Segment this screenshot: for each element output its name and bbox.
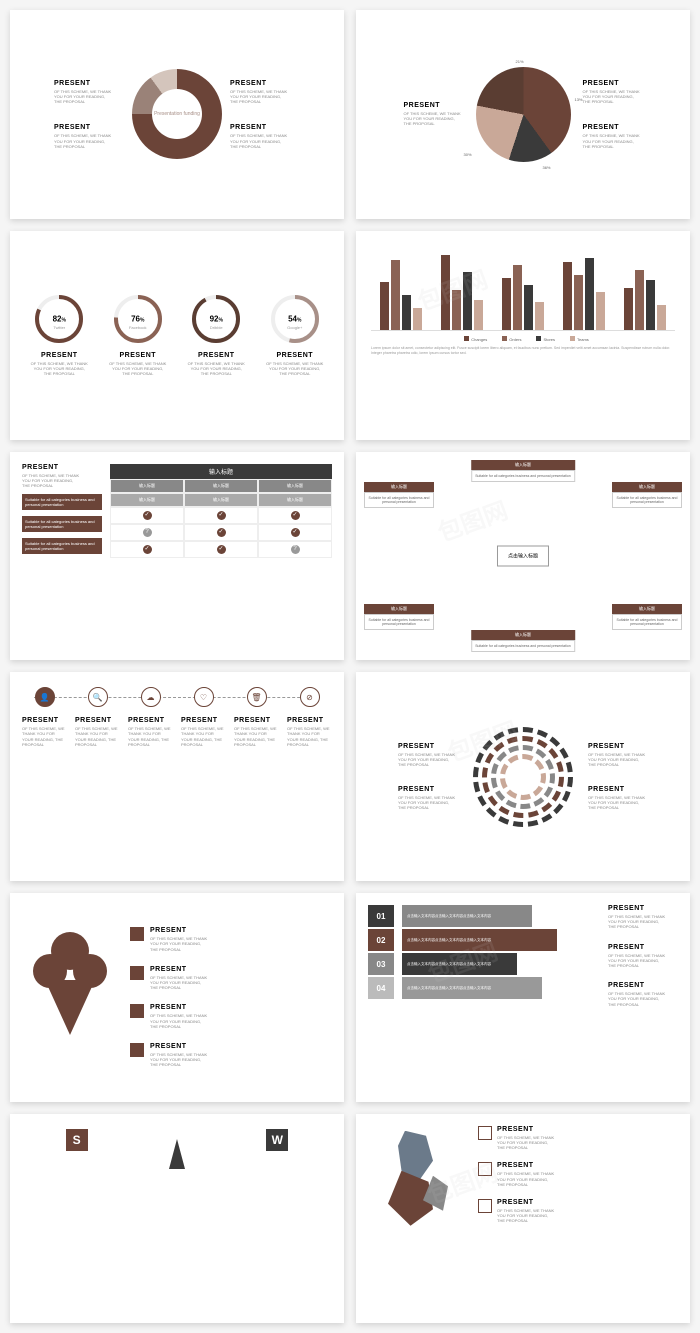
bar-group xyxy=(441,255,483,330)
donut-center-text: Presentation funding xyxy=(154,111,200,117)
process-icon: 🔍 xyxy=(88,687,108,707)
map-graphic xyxy=(368,1126,468,1246)
number-badge: 03 xyxy=(368,953,394,975)
slide-flowchart: 点击输入标题 输入标题Suitable for all categories b… xyxy=(356,452,690,661)
slide-numbered-bars: 01020304 点击输入文本内容点击输入文本内容点击输入文本内容点击输入文本内… xyxy=(356,893,690,1102)
process-row: 👤 🔍 ☁ ♡ 🗑 ⊘ xyxy=(18,687,336,707)
info-bar: 点击输入文本内容点击输入文本内容点击输入文本内容 xyxy=(402,905,532,927)
radial-chart xyxy=(468,722,578,832)
pie-chart: 21% 13% 30% 36% xyxy=(476,67,571,162)
number-badge: 04 xyxy=(368,977,394,999)
number-badge: 01 xyxy=(368,905,394,927)
process-icon: ☁ xyxy=(141,687,161,707)
bar-legend: ChangesOrdersStoresTeams xyxy=(371,336,675,342)
slide-pie: PRESENTOF THIS SCHEME, WE THANK YOU FOR … xyxy=(356,10,690,219)
info-bar: 点击输入文本内容点击输入文本内容点击输入文本内容 xyxy=(402,929,557,951)
slide-bar-chart: ChangesOrdersStoresTeams Lorem ipsum dol… xyxy=(356,231,690,440)
present-label: PRESENT xyxy=(54,80,124,87)
bar-group xyxy=(563,258,605,330)
bar-group xyxy=(380,260,422,330)
ring-item: 54%Google+PRESENTOF THIS SCHEME, WE THAN… xyxy=(265,294,325,377)
process-icon: 🗑 xyxy=(247,687,267,707)
info-bar: 点击输入文本内容点击输入文本内容点击输入文本内容 xyxy=(402,977,542,999)
lorem-text: Lorem ipsum dolor sit amet, consectetur … xyxy=(371,346,675,356)
map-marker-icon xyxy=(478,1126,492,1140)
feature-icon xyxy=(130,927,144,941)
swot-s: S xyxy=(66,1129,88,1151)
info-bar: 点击输入文本内容点击输入文本内容点击输入文本内容 xyxy=(402,953,517,975)
swot-w: W xyxy=(266,1129,288,1151)
slide-process-icons: 👤🔍☁♡🗑⊘ PRESENTOF THIS SCHEME, WE THANK Y… xyxy=(10,672,344,881)
donut-chart: Presentation funding xyxy=(132,69,222,159)
slide-swot: S W xyxy=(10,1114,344,1323)
number-badge: 02 xyxy=(368,929,394,951)
slide-map: PRESENTOF THIS SCHEME, WE THANK YOU FOR … xyxy=(356,1114,690,1323)
icecream-icon xyxy=(25,932,115,1062)
present-sub: OF THIS SCHEME, WE THANK YOU FOR YOUR RE… xyxy=(54,89,114,105)
bar-group xyxy=(502,265,544,330)
slide-progress-rings: 82%TwitterPRESENTOF THIS SCHEME, WE THAN… xyxy=(10,231,344,440)
process-icon: 👤 xyxy=(35,687,55,707)
process-icon: ⊘ xyxy=(300,687,320,707)
process-icon: ♡ xyxy=(194,687,214,707)
table: 输入标题 输入标题输入标题输入标题 输入标题输入标题输入标题 ✓✓✓?✓✓✓✓? xyxy=(110,464,332,649)
slide-donut-funding: PRESENT OF THIS SCHEME, WE THANK YOU FOR … xyxy=(10,10,344,219)
slide-comparison-table: PRESENT OF THIS SCHEME, WE THANK YOU FOR… xyxy=(10,452,344,661)
bar-group xyxy=(624,270,666,330)
ring-item: 92%DribblePRESENTOF THIS SCHEME, WE THAN… xyxy=(186,294,246,377)
bar-chart xyxy=(371,246,675,331)
ring-item: 82%TwitterPRESENTOF THIS SCHEME, WE THAN… xyxy=(29,294,89,377)
slide-radial-rings: PRESENTOF THIS SCHEME, WE THANK YOU FOR … xyxy=(356,672,690,881)
ring-item: 76%FacebookPRESENTOF THIS SCHEME, WE THA… xyxy=(108,294,168,377)
center-node: 点击输入标题 xyxy=(497,545,549,566)
triangle-icon xyxy=(169,1139,185,1169)
slide-icecream: PRESENTOF THIS SCHEME, WE THANK YOU FOR … xyxy=(10,893,344,1102)
